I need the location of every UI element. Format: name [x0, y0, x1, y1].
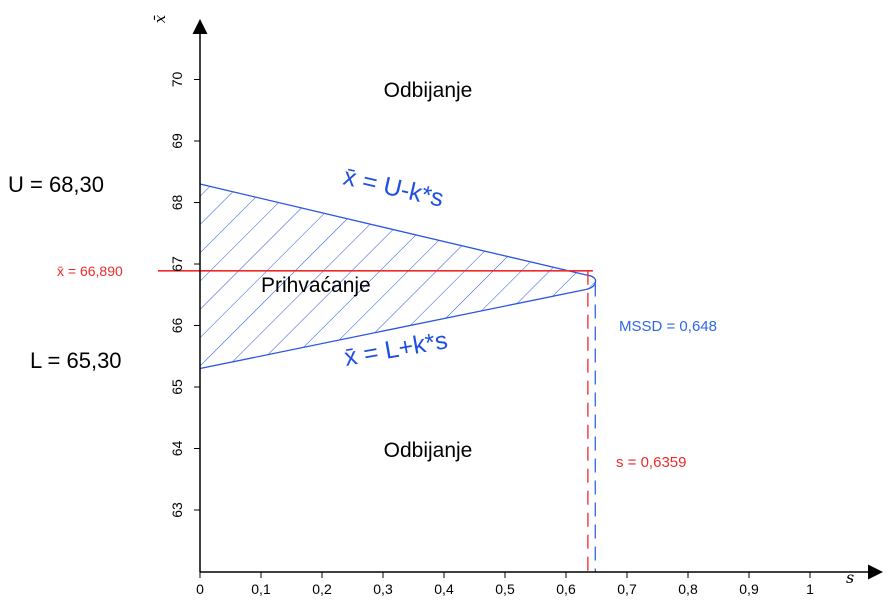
- x-tick-label: 0,5: [495, 581, 515, 597]
- upper-line-equation: x̄ = U-k*s: [341, 163, 447, 213]
- upper-limit-label: U = 68,30: [8, 172, 104, 197]
- x-tick-label: 0,7: [617, 581, 637, 597]
- xbar-value-label: x̄ = 66,890: [57, 263, 123, 279]
- x-tick-label: 0: [196, 581, 204, 597]
- x-tick-label: 0,1: [251, 581, 271, 597]
- s-value-label: s = 0,6359: [616, 454, 686, 471]
- y-tick-label: 64: [169, 441, 185, 457]
- x-axis-ticks: 0 0,1 0,2 0,3 0,4 0,5 0,6 0,7 0,8 0,9 1: [196, 572, 814, 597]
- y-tick-label: 70: [169, 72, 185, 88]
- y-tick-label: 66: [169, 318, 185, 334]
- y-tick-label: 67: [169, 256, 185, 272]
- x-tick-label: 0,6: [556, 581, 576, 597]
- upper-limit-line: [199, 183, 586, 276]
- y-tick-label: 63: [169, 502, 185, 518]
- x-tick-label: 1: [806, 581, 814, 597]
- x-axis-label: s: [846, 568, 854, 587]
- y-tick-label: 68: [169, 195, 185, 211]
- y-tick-label: 69: [169, 133, 185, 149]
- x-tick-label: 0,4: [434, 581, 454, 597]
- reject-region-top-label: Odbijanje: [384, 79, 473, 102]
- x-tick-label: 0,2: [312, 581, 332, 597]
- mssd-value-label: MSSD = 0,648: [619, 318, 717, 335]
- acceptance-region: [200, 184, 596, 369]
- lower-limit-line: [199, 288, 586, 370]
- x-tick-label: 0,3: [373, 581, 393, 597]
- lower-limit-label: L = 65,30: [30, 348, 122, 373]
- x-tick-label: 0,8: [678, 581, 698, 597]
- y-axis-ticks: 63 64 65 66 67 68 69 70: [169, 72, 200, 518]
- x-tick-label: 0,9: [739, 581, 759, 597]
- accept-region-label: Prihvaćanje: [261, 274, 371, 297]
- y-axis-label: x̄: [151, 14, 169, 23]
- y-tick-label: 65: [169, 379, 185, 395]
- reject-region-bottom-label: Odbijanje: [384, 439, 473, 462]
